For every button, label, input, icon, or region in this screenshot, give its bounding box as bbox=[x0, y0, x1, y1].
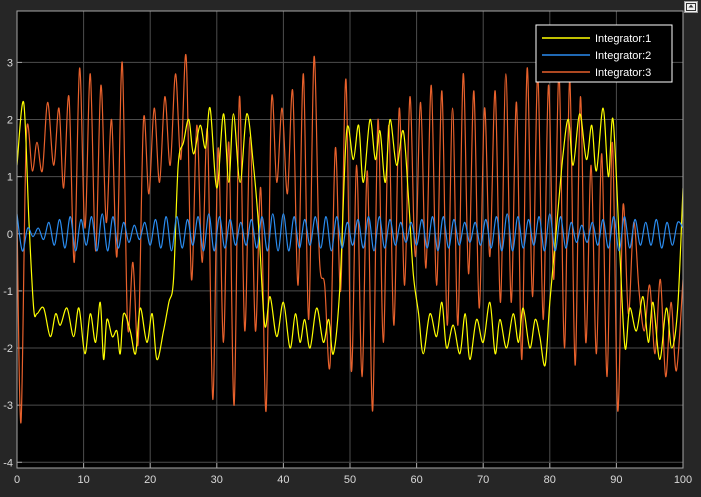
x-tick-label: 40 bbox=[277, 474, 289, 486]
x-tick-label: 60 bbox=[410, 474, 422, 486]
y-tick-label: 0 bbox=[7, 229, 13, 241]
y-tick-label: 1 bbox=[7, 172, 13, 184]
series-lines bbox=[17, 53, 683, 424]
y-tick-label: -3 bbox=[3, 400, 13, 412]
y-tick-label: -4 bbox=[3, 457, 13, 469]
series-line-integrator-1 bbox=[17, 100, 683, 367]
series-line-integrator-2 bbox=[17, 213, 683, 252]
x-tick-label: 30 bbox=[211, 474, 223, 486]
x-tick-label: 10 bbox=[77, 474, 89, 486]
axes-border bbox=[16, 10, 684, 469]
y-tick-label: -2 bbox=[3, 343, 13, 355]
x-tick-label: 80 bbox=[544, 474, 556, 486]
legend-label: Integrator:1 bbox=[595, 33, 651, 45]
legend-label: Integrator:3 bbox=[595, 67, 651, 79]
series-line-integrator-3 bbox=[17, 53, 683, 424]
y-tick-label: -1 bbox=[3, 286, 13, 298]
x-tick-label: 70 bbox=[477, 474, 489, 486]
y-tick-label: 3 bbox=[7, 57, 13, 69]
undock-axes-button[interactable] bbox=[684, 1, 698, 13]
y-tick-label: 2 bbox=[7, 115, 13, 127]
x-tick-label: 100 bbox=[674, 474, 692, 486]
x-tick-label: 0 bbox=[14, 474, 20, 486]
x-tick-label: 20 bbox=[144, 474, 156, 486]
x-tick-label: 50 bbox=[344, 474, 356, 486]
undock-axes-icon bbox=[686, 3, 696, 11]
tick-labels: 0 10 20 30 40 50 60 70 80 90 100 -4 -3 -2 -1 0 1 2 3 bbox=[3, 57, 692, 486]
legend[interactable]: Integrator:1 Integrator:2 Integrator:3 bbox=[535, 24, 673, 83]
legend-label: Integrator:2 bbox=[595, 50, 651, 62]
x-tick-label: 90 bbox=[610, 474, 622, 486]
